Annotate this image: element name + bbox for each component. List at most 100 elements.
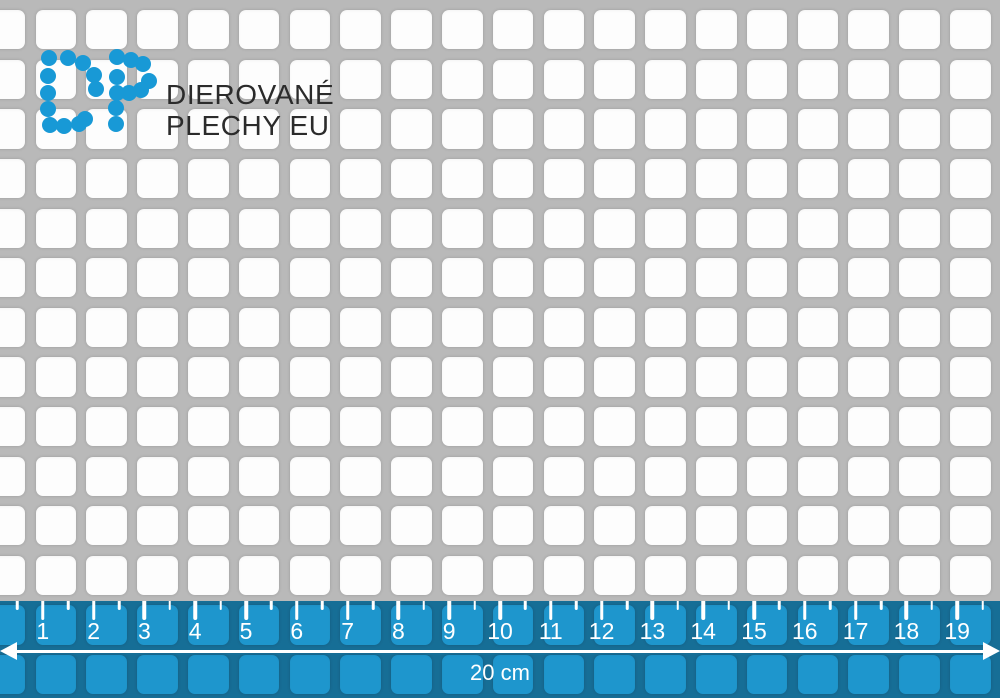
perforation-hole	[594, 555, 635, 596]
ruler-tick-cm	[752, 601, 756, 620]
perforation-hole	[289, 109, 331, 149]
perforation-hole	[86, 307, 127, 348]
perforation-hole	[238, 357, 280, 397]
perforation-hole	[289, 59, 331, 100]
perforation-hole	[238, 307, 280, 348]
perforation-hole	[797, 555, 839, 596]
perforation-hole	[289, 158, 331, 199]
perforation-hole	[696, 506, 737, 546]
perforation-hole	[492, 406, 534, 447]
perforation-hole	[746, 406, 788, 447]
perforation-hole	[797, 357, 839, 397]
perforation-hole	[899, 555, 940, 596]
perforation-hole	[746, 258, 788, 298]
ruler-tick-cm	[91, 601, 96, 620]
perforation-hole	[848, 406, 889, 447]
perforation-hole	[543, 456, 585, 496]
perforation-hole	[746, 10, 788, 50]
perforation-hole	[696, 307, 737, 348]
perforation-hole	[848, 208, 889, 248]
ruler-tick-cm	[142, 601, 147, 620]
perforation-hole	[645, 10, 686, 50]
perforation-hole	[543, 258, 585, 298]
perforation-hole	[492, 307, 534, 348]
perforation-hole	[137, 10, 178, 50]
ruler-number: 15	[741, 618, 767, 644]
perforation-hole	[492, 59, 534, 100]
perforation-hole	[645, 357, 686, 397]
perforation-hole	[340, 406, 381, 447]
perforation-hole	[797, 208, 839, 248]
ruler-tick-half-cm	[422, 601, 426, 610]
perforation-hole	[442, 109, 483, 149]
perforation-hole	[899, 10, 940, 50]
perforation-hole	[0, 555, 26, 596]
ruler-tick-cm	[701, 601, 705, 620]
perforation-hole	[238, 158, 280, 199]
ruler-tick-cm	[193, 601, 197, 620]
perforation-hole	[746, 158, 788, 199]
perforation-hole	[696, 456, 737, 496]
perforation-hole	[899, 208, 940, 248]
perforation-hole	[340, 258, 381, 298]
perforation-hole	[340, 506, 381, 546]
ruler-tick-cm	[853, 601, 858, 620]
perforation-hole	[594, 307, 635, 348]
ruler-tick-half-cm	[727, 601, 730, 610]
perforation-hole	[645, 307, 686, 348]
perforation-hole	[899, 158, 940, 199]
perforation-hole	[0, 208, 26, 248]
perforation-hole	[848, 506, 889, 546]
perforation-hole	[340, 59, 381, 100]
perforation-hole	[848, 555, 889, 596]
perforation-hole	[137, 307, 178, 348]
perforation-hole	[645, 406, 686, 447]
perforation-hole	[797, 59, 839, 100]
ruler-tick-cm	[345, 601, 350, 620]
ruler-tick-half-cm	[524, 601, 527, 610]
perforation-hole	[442, 208, 483, 248]
perforation-hole	[442, 456, 483, 496]
perforation-hole	[188, 258, 229, 298]
perforation-hole	[35, 357, 77, 397]
perforation-hole	[696, 109, 737, 149]
ruler-tick-half-cm	[66, 601, 70, 610]
ruler-tick-cm	[396, 601, 401, 620]
perforation-hole	[35, 456, 77, 496]
perforation-hole	[899, 109, 940, 149]
perforation-hole	[86, 208, 127, 248]
perforation-hole	[35, 555, 77, 596]
ruler-number: 8	[391, 618, 405, 644]
perforation-hole	[746, 456, 788, 496]
perforation-hole	[746, 555, 788, 596]
ruler-tick-cm	[650, 601, 655, 620]
ruler-number: 10	[487, 618, 513, 644]
perforation-hole	[0, 10, 26, 50]
perforation-hole	[442, 506, 483, 546]
perforation-hole	[35, 307, 77, 348]
perforation-hole	[950, 555, 991, 596]
perforation-hole	[86, 10, 127, 50]
perforation-hole	[188, 555, 229, 596]
perforation-hole	[848, 10, 889, 50]
perforation-hole	[645, 506, 686, 546]
perforation-hole	[340, 10, 381, 50]
ruler-tick-cm	[803, 601, 807, 620]
ruler-number: 19	[944, 618, 970, 644]
brand-name-line2: PLECHY EU	[166, 110, 330, 141]
ruler-tick-cm	[244, 601, 248, 620]
perforation-hole	[137, 456, 178, 496]
ruler-tick-cm	[904, 601, 909, 620]
perforation-hole	[289, 456, 331, 496]
perforation-hole	[340, 208, 381, 248]
perforation-hole	[35, 406, 77, 447]
perforation-hole	[950, 456, 991, 496]
perforation-hole	[848, 307, 889, 348]
perforation-hole	[594, 158, 635, 199]
ruler-tick-half-cm	[879, 601, 883, 610]
perforation-hole	[86, 506, 127, 546]
perforation-hole	[289, 258, 331, 298]
perforation-hole	[188, 158, 229, 199]
